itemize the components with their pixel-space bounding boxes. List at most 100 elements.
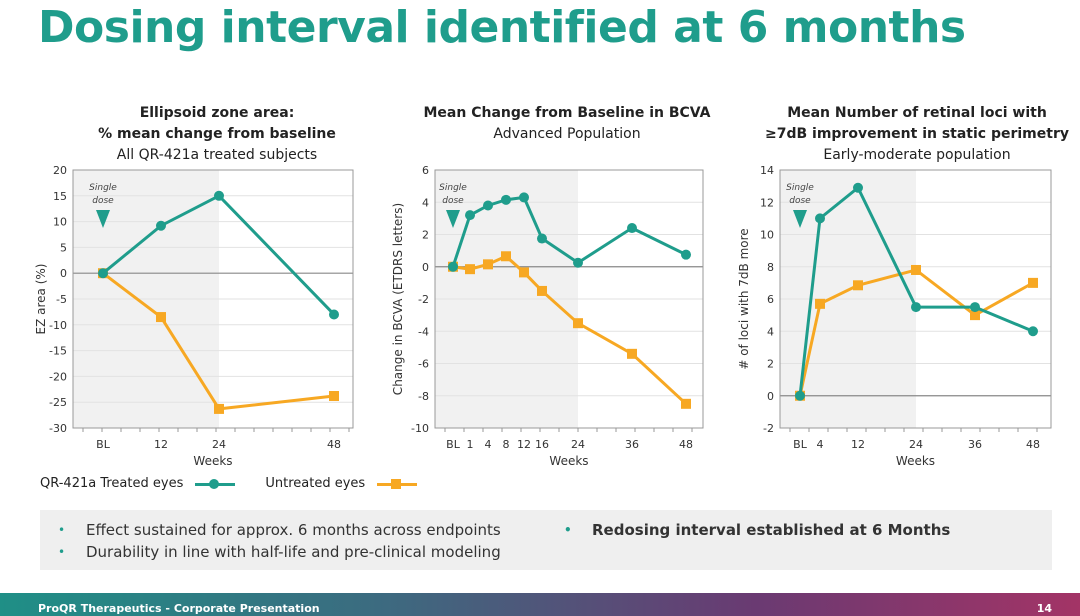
chart1-plot-border <box>72 169 354 429</box>
chart3-ytick-label: 8 <box>767 261 774 274</box>
chart2-single-dose-arrow-icon <box>446 210 460 228</box>
chart2-ytick-label: 4 <box>422 196 429 209</box>
chart2-subtitle: Advanced Population <box>493 126 641 142</box>
chart3-plot-border <box>779 169 1052 429</box>
chart3-treated-point <box>970 302 980 313</box>
chart3-treated-point <box>795 390 805 401</box>
chart2-yaxis-label: Change in BCVA (ETDRS letters) <box>391 203 405 395</box>
chart1-title-line2: % mean change from baseline <box>98 126 336 142</box>
chart3-treated-point <box>853 182 863 193</box>
chart1-ytick-label: 5 <box>60 241 67 254</box>
chart2-ytick-label: -4 <box>418 325 429 338</box>
chart3-treated-point <box>911 302 921 313</box>
chart3-annotation-line1: Single <box>786 183 814 193</box>
chart1-series-untreated-line <box>102 272 335 411</box>
chart3-xaxis-label: Weeks <box>896 454 935 468</box>
chart3-treated-point <box>1028 326 1038 337</box>
chart2-xtick-label: BL <box>446 438 461 451</box>
chart1-ytick-label: 10 <box>53 216 67 229</box>
chart2-untreated-point <box>537 285 547 296</box>
legend: QR-421a Treated eyes Untreated eyes <box>40 476 447 491</box>
chart3-untreated-point <box>1028 277 1038 288</box>
chart2-title-line1: Mean Change from Baseline in BCVA <box>423 105 711 121</box>
chart2-ytick-label: -6 <box>418 358 429 371</box>
chart3-annotation-line2: dose <box>789 196 811 206</box>
chart2-treated-point <box>519 192 529 203</box>
chart2-xtick-label: 36 <box>625 438 639 451</box>
chart3-ytick-label: -2 <box>763 422 774 435</box>
chart2-treated-point <box>573 257 583 268</box>
chart2-treated-point <box>681 249 691 260</box>
chart1-xtick-label: 48 <box>327 438 341 451</box>
chart2-xtick-label: 8 <box>503 438 510 451</box>
chart1-xtick-label: BL <box>96 438 111 451</box>
chart2-treated-point <box>627 223 637 234</box>
chart1-ytick-label: -20 <box>49 370 67 383</box>
key-takeaways-box: Effect sustained for approx. 6 months ac… <box>40 510 1052 570</box>
chart3-title-line2: ≥7dB improvement in static perimetry <box>764 126 1069 142</box>
legend-treated-swatch <box>195 478 236 490</box>
chart1-ytick-label: 20 <box>53 164 67 177</box>
chart3-ytick-label: 14 <box>760 164 774 177</box>
chart3-series-treated-line <box>798 185 1034 396</box>
chart3-treated-point <box>815 213 825 224</box>
chart3-single-dose-arrow-icon <box>793 210 807 228</box>
legend-untreated-swatch <box>377 478 418 490</box>
chart1-untreated-point <box>214 403 224 414</box>
chart1-title: Ellipsoid zone area: % mean change from … <box>47 103 387 166</box>
chart3-ytick-label: 0 <box>767 390 774 403</box>
chart2-xtick-label: 24 <box>571 438 585 451</box>
chart2-ytick-label: -10 <box>411 422 429 435</box>
footer-bar: ProQR Therapeutics - Corporate Presentat… <box>0 593 1080 616</box>
chart1-subtitle: All QR-421a treated subjects <box>116 147 318 163</box>
chart2-xtick-label: 4 <box>485 438 492 451</box>
chart1-ytick-label: -5 <box>56 293 67 306</box>
chart1-series-treated-line <box>102 193 336 316</box>
footer-text: ProQR Therapeutics - Corporate Presentat… <box>38 602 320 615</box>
chart3-untreated-point <box>970 310 980 321</box>
chart1-xtick-label: 12 <box>154 438 168 451</box>
chart1-single-dose-arrow-icon <box>96 210 110 228</box>
chart2-annotation-line1: Single <box>439 183 467 193</box>
chart3-xtick-label: 48 <box>1026 438 1040 451</box>
chart1-ytick-label: 15 <box>53 190 67 203</box>
chart3-subtitle: Early-moderate population <box>823 147 1011 163</box>
chart2-untreated-point <box>519 267 529 278</box>
chart3-title-line1: Mean Number of retinal loci with <box>787 105 1047 121</box>
chart3-untreated-point <box>853 280 863 291</box>
chart2-treated-point <box>537 233 547 244</box>
page-number: 14 <box>1036 602 1052 615</box>
chart3-xtick-label: BL <box>793 438 808 451</box>
chart3-xtick-label: 4 <box>817 438 824 451</box>
legend-treated-label: QR-421a Treated eyes <box>40 476 184 491</box>
legend-untreated-label: Untreated eyes <box>265 476 366 491</box>
chart2-xaxis-label: Weeks <box>549 454 588 468</box>
chart2-treated-point <box>465 210 475 221</box>
chart1-ytick-label: -25 <box>49 396 67 409</box>
chart2-xtick-label: 12 <box>517 438 531 451</box>
chart1-xaxis-label: Weeks <box>193 454 232 468</box>
chart2-ytick-label: 0 <box>422 261 429 274</box>
chart2-treated-point <box>483 200 493 211</box>
chart1-yaxis-label: EZ area (%) <box>34 264 48 335</box>
chart2-xtick-label: 16 <box>535 438 549 451</box>
chart3-ytick-label: 2 <box>767 358 774 371</box>
chart1-treated-point <box>156 220 166 231</box>
page-title: Dosing interval identified at 6 months <box>38 2 966 53</box>
chart3-yaxis-label: # of loci with 7dB more <box>737 228 751 369</box>
chart2-treated-point <box>448 261 458 272</box>
chart2-xtick-label: 1 <box>467 438 474 451</box>
chart1-ytick-label: -30 <box>49 422 67 435</box>
chart3-untreated-point <box>911 264 921 275</box>
chart2-plot-border <box>434 169 704 429</box>
bullet-durability: Durability in line with half-life and pr… <box>58 543 501 561</box>
chart3-ytick-label: 6 <box>767 293 774 306</box>
chart1-untreated-point <box>156 312 166 323</box>
chart2-xtick-label: 48 <box>679 438 693 451</box>
chart1-ytick-label: 0 <box>60 267 67 280</box>
chart1-treated-point <box>329 309 339 320</box>
bullet-effect-sustained: Effect sustained for approx. 6 months ac… <box>58 521 501 539</box>
chart1-ytick-label: -10 <box>49 319 67 332</box>
chart1-annotation-line1: Single <box>89 183 117 193</box>
